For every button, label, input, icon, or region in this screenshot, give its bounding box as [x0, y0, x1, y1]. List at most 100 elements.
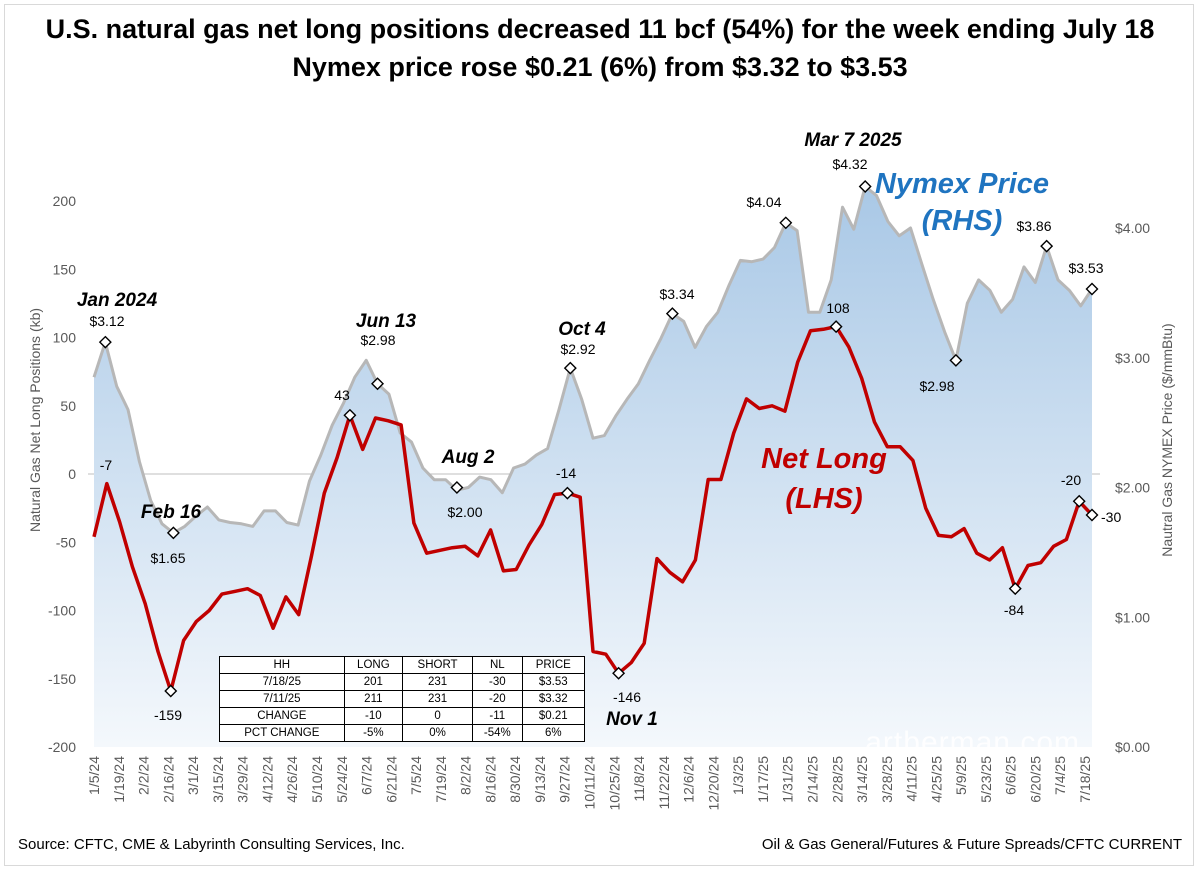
table-cell: -11: [472, 707, 523, 725]
table-cell: -5%: [343, 724, 404, 742]
price-marker: [98, 335, 112, 349]
price-marker: [450, 481, 464, 494]
annotation-label: -7: [100, 457, 113, 473]
annotation-label: $4.04: [746, 194, 781, 210]
x-axis-tick-label: 11/8/24: [631, 756, 647, 802]
x-axis-tick-label: 4/12/24: [259, 756, 275, 803]
annotation-label: Aug 2: [441, 447, 495, 468]
source-note: Source: CFTC, CME & Labyrinth Consulting…: [18, 836, 405, 853]
table-cell: 201: [343, 673, 404, 691]
table-header: LONG: [343, 656, 404, 674]
annotation-label: Oct 4: [558, 319, 606, 340]
x-axis-tick-label: 12/6/24: [681, 756, 697, 803]
x-axis-tick-label: 5/10/24: [309, 756, 325, 803]
net-long-marker: [164, 684, 178, 698]
price-marker: [563, 361, 577, 375]
annotation-label: 43: [334, 387, 350, 403]
price-marker: [166, 526, 180, 540]
annotation-label: -84: [1004, 602, 1024, 618]
right-axis-tick-label: $2.00: [1115, 480, 1150, 496]
x-axis-tick-label: 1/3/25: [730, 756, 746, 795]
net-long-marker: [829, 320, 843, 334]
right-axis-tick-label: $3.00: [1115, 350, 1150, 366]
x-axis-tick-label: 4/11/25: [904, 756, 920, 802]
x-axis-tick-label: 6/6/25: [1003, 756, 1019, 795]
annotation-label: $1.65: [150, 550, 185, 566]
right-axis-title: Nautral Gas NYMEX Price ($/mmBtu): [1159, 323, 1175, 556]
x-axis-tick-label: 7/5/24: [408, 756, 424, 795]
annotation-label: $4.32: [832, 156, 867, 172]
right-axis-tick-label: $4.00: [1115, 220, 1150, 236]
x-axis-tick-label: 3/28/25: [879, 756, 895, 803]
price-marker: [779, 216, 793, 230]
table-cell: -10: [343, 707, 404, 725]
x-axis-tick-label: 3/14/25: [854, 756, 870, 803]
x-axis-tick-label: 3/15/24: [210, 756, 226, 803]
summary-table: HH LONG SHORT NL PRICE 7/18/25 201 231 -…: [219, 656, 586, 742]
x-axis-tick-label: 4/26/24: [284, 756, 300, 803]
annotation-label: Jun 13: [356, 311, 417, 332]
x-axis-tick-label: 2/14/25: [805, 756, 821, 803]
net-long-marker: [1008, 582, 1022, 596]
table-cell: -30: [472, 673, 523, 691]
x-axis-tick-label: 7/19/24: [433, 756, 449, 803]
table-cell: PCT CHANGE: [219, 724, 345, 742]
left-axis-tick-label: 0: [68, 466, 76, 482]
x-axis-tick-label: 6/20/25: [1028, 756, 1044, 803]
net-long-marker: [343, 408, 357, 422]
table-row: CHANGE -10 0 -11 $0.21: [219, 707, 586, 725]
x-axis-tick-label: 1/5/24: [86, 756, 102, 795]
table-cell: $0.21: [521, 707, 586, 725]
x-axis-tick-label: 5/24/24: [334, 756, 350, 803]
annotation-label: $3.12: [89, 313, 124, 329]
x-axis-tick-label: 10/11/24: [582, 756, 598, 810]
table-cell: 6%: [521, 724, 586, 742]
x-axis-tick-label: 8/30/24: [507, 756, 523, 803]
table-row: 7/18/25 201 231 -30 $3.53: [219, 673, 586, 691]
table-row: PCT CHANGE -5% 0% -54% 6%: [219, 724, 586, 742]
table-row: 7/11/25 211 231 -20 $3.32: [219, 690, 586, 708]
table-header: HH: [219, 656, 345, 674]
x-axis-tick-label: 11/22/24: [656, 756, 672, 810]
table-cell: 231: [402, 690, 474, 708]
price-marker: [1085, 282, 1099, 296]
x-axis-tick-label: 3/29/24: [235, 756, 251, 803]
x-axis-tick-label: 8/2/24: [458, 756, 474, 795]
price-marker: [858, 179, 872, 193]
annotation-label: $2.98: [919, 378, 954, 394]
file-path-note: Oil & Gas General/Futures & Future Sprea…: [761, 836, 1182, 853]
table-cell: 0%: [402, 724, 474, 742]
net-long-marker: [1085, 508, 1099, 522]
table-cell: $3.53: [521, 673, 586, 691]
price-marker: [949, 353, 963, 367]
x-axis-tick-label: 6/21/24: [383, 756, 399, 803]
annotation-label: $2.00: [447, 504, 482, 520]
x-axis-tick-label: 7/4/25: [1052, 756, 1068, 795]
x-axis-tick-label: 1/31/25: [780, 756, 796, 803]
table-cell: 7/18/25: [219, 673, 345, 691]
annotation-label: $2.92: [560, 341, 595, 357]
x-axis-tick-label: 1/17/25: [755, 756, 771, 803]
watermark: artberman.com: [865, 726, 1080, 759]
annotation-label: Nov 1: [606, 709, 658, 730]
chart-subtitle: Nymex price rose $0.21 (6%) from $3.32 t…: [292, 52, 908, 82]
net-long-series-label: Net Long: [761, 443, 887, 475]
x-axis-tick-label: 2/28/25: [829, 756, 845, 803]
x-axis-tick-label: 5/23/25: [978, 756, 994, 803]
left-axis-tick-label: 200: [53, 193, 77, 209]
x-axis-tick-label: 12/20/24: [705, 756, 721, 811]
price-series-label: (RHS): [922, 205, 1003, 237]
x-axis-tick-label: 8/16/24: [482, 756, 498, 803]
annotation-label: -159: [154, 707, 182, 723]
annotation-label: -14: [556, 465, 576, 481]
left-axis-tick-label: -150: [48, 671, 76, 687]
x-axis-tick-label: 5/9/25: [953, 756, 969, 795]
table-cell: -54%: [472, 724, 523, 742]
x-axis-tick-label: 3/1/24: [185, 756, 201, 795]
x-axis-tick-label: 10/25/24: [606, 756, 622, 811]
annotation-label: Jan 2024: [77, 290, 158, 311]
left-axis-tick-label: 50: [60, 398, 76, 414]
x-axis-tick-label: 2/16/24: [160, 756, 176, 803]
table-cell: 0: [402, 707, 474, 725]
left-axis-tick-label: 150: [53, 261, 77, 277]
